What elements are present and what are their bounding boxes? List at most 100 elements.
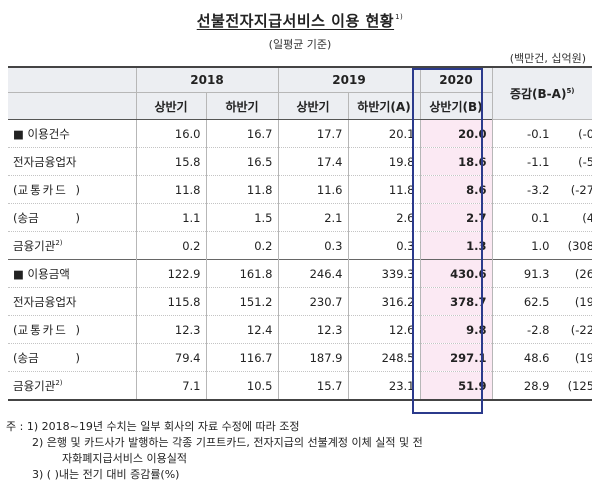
cell-2020-h1: 2.7: [420, 203, 493, 232]
header-row-halves: 상반기 하반기 상반기 하반기(A) 상반기(B): [8, 92, 592, 120]
cell-change: 1.0 (308.9): [492, 231, 592, 260]
cell-2019-h1: 187.9: [278, 343, 349, 372]
cell-2020-h1: 51.9: [420, 371, 493, 401]
footnote-2-continued: 자화폐지급서비스 이용실적: [62, 452, 187, 465]
table-row: ■ 이용금액 122.9 161.8 246.4 339.3 430.6 91.…: [8, 259, 592, 288]
cell-change: 91.3 (26.9): [492, 259, 592, 288]
bullet-square-icon: ■: [13, 266, 24, 281]
row-label: (송금): [8, 203, 137, 232]
cell-2018-h2: 116.7: [206, 343, 279, 372]
cell-change: -0.1 (-0.6): [492, 119, 592, 148]
cell-2018-h2: 10.5: [206, 371, 279, 401]
table-row: (송금) 1.1 1.5 2.1 2.6 2.7 0.1 (4.3): [8, 203, 592, 232]
year-2019-header: 2019: [278, 66, 421, 93]
cell-change: -2.8 (-22.5): [492, 315, 592, 344]
footnote-1: 주 : 1) 2018~19년 수치는 일부 회사의 자료 수정에 따라 조정: [6, 419, 423, 435]
cell-2018-h1: 11.8: [136, 175, 207, 204]
cell-2020-h1: 1.3: [420, 231, 493, 260]
cell-2018-h1: 16.0: [136, 119, 207, 148]
header-row-years: 2018 2019 2020 증감(B-A)5): [8, 66, 592, 120]
header-corner: [8, 66, 137, 93]
cell-2019-h1: 230.7: [278, 287, 349, 316]
change-percent: (308.9): [567, 238, 592, 253]
cell-2018-h2: 1.5: [206, 203, 279, 232]
half-header-2018-h2: 하반기: [206, 92, 279, 120]
row-label: (교통카드): [8, 175, 137, 204]
half-header-2018-h1: 상반기: [136, 92, 207, 120]
footnote-prefix: 주 :: [6, 420, 24, 433]
row-label: (송금): [8, 343, 137, 372]
row-label: (교통카드): [8, 315, 137, 344]
table-row: (교통카드) 11.8 11.8 11.6 11.8 8.6 -3.2 (-27.…: [8, 175, 592, 204]
table-row: ■ 이용건수 16.0 16.7 17.7 20.1 20.0 -0.1 (-0.…: [8, 119, 592, 148]
change-percent: (26.9): [574, 266, 592, 281]
bullet-square-icon: ■: [13, 126, 24, 141]
change-value: 48.6: [523, 350, 550, 365]
cell-2018-h1: 0.2: [136, 231, 207, 260]
row-label: 금융기관2): [8, 371, 137, 401]
change-value: -2.8: [527, 322, 550, 337]
cell-2018-h1: 1.1: [136, 203, 207, 232]
cell-2019-h1: 17.7: [278, 119, 349, 148]
cell-change: 48.6 (19.6): [492, 343, 592, 372]
unit-label: (백만건, 십억원): [509, 52, 586, 65]
change-percent: (19.6): [574, 350, 592, 365]
cell-2019-h2: 0.3: [348, 231, 421, 260]
table-row: (송금) 79.4 116.7 187.9 248.5 297.1 48.6 (1…: [8, 343, 592, 372]
row-label-text: 전자금융업자: [13, 294, 77, 309]
cell-2018-h1: 79.4: [136, 343, 207, 372]
cell-2019-h2: 11.8: [348, 175, 421, 204]
table-row: 금융기관2) 7.1 10.5 15.7 23.1 51.9 28.9 (125.…: [8, 371, 592, 401]
row-label: ■ 이용금액: [8, 259, 137, 288]
footnote-2: 2) 은행 및 카드사가 발행하는 각종 기프트카드, 전자지급의 선불계정 이…: [32, 436, 423, 449]
row-label-text: 송금: [17, 210, 39, 225]
change-value: 1.0: [531, 238, 550, 253]
row-footnote-mark: 2): [55, 238, 63, 247]
half-header-2019-h1: 상반기: [278, 92, 349, 120]
row-footnote-mark: 2): [55, 378, 63, 387]
footnotes: 주 : 1) 2018~19년 수치는 일부 회사의 자료 수정에 따라 조정 …: [6, 419, 423, 483]
cell-2018-h2: 12.4: [206, 315, 279, 344]
table-row: 전자금융업자 115.8 151.2 230.7 316.2 378.7 62.…: [8, 287, 592, 316]
change-header: 증감(B-A)5): [492, 66, 592, 120]
cell-2019-h2: 19.8: [348, 147, 421, 176]
row-label-text: 송금: [17, 350, 39, 365]
cell-2020-h1: 8.6: [420, 175, 493, 204]
header-corner-lower: [8, 92, 137, 120]
row-label-text: 이용금액: [27, 266, 70, 281]
table-row: 전자금융업자 15.8 16.5 17.4 19.8 18.6 -1.1 (-5.…: [8, 147, 592, 176]
row-label: 전자금융업자: [8, 147, 137, 176]
change-value: 0.1: [531, 210, 550, 225]
row-label: ■ 이용건수: [8, 119, 137, 148]
change-percent: (-27.0): [570, 182, 592, 197]
change-value: -3.2: [527, 182, 550, 197]
change-value: 28.9: [523, 378, 550, 393]
year-2018-header: 2018: [136, 66, 279, 93]
change-percent: (19.8): [574, 294, 592, 309]
row-label: 금융기관2): [8, 231, 137, 260]
cell-change: 0.1 (4.3): [492, 203, 592, 232]
half-header-2019-h2: 하반기(A): [348, 92, 421, 120]
page-title: 선불전자지급서비스 이용 현황1): [0, 10, 600, 31]
cell-2018-h1: 122.9: [136, 259, 207, 288]
cell-change: -3.2 (-27.0): [492, 175, 592, 204]
footnote-1-text: 1) 2018~19년 수치는 일부 회사의 자료 수정에 따라 조정: [26, 420, 300, 433]
cell-2020-h1: 9.8: [420, 315, 493, 344]
change-percent: (4.3): [582, 210, 592, 225]
row-label-text: 교통카드: [17, 322, 68, 337]
cell-change: -1.1 (-5.7): [492, 147, 592, 176]
row-label-text: 전자금융업자: [13, 154, 77, 169]
cell-2018-h2: 161.8: [206, 259, 279, 288]
half-header-2020-h1: 상반기(B): [420, 92, 493, 120]
change-value: 62.5: [523, 294, 550, 309]
table-row: 금융기관2) 0.2 0.2 0.3 0.3 1.3 1.0 (308.9): [8, 231, 592, 260]
change-value: 91.3: [523, 266, 550, 281]
title-footnote-mark: 1): [395, 13, 404, 21]
row-label-text: 이용건수: [27, 126, 70, 141]
cell-2019-h2: 316.2: [348, 287, 421, 316]
title-text: 선불전자지급서비스 이용 현황: [196, 12, 395, 30]
cell-2020-h1: 430.6: [420, 259, 493, 288]
cell-2018-h2: 16.5: [206, 147, 279, 176]
cell-2019-h1: 11.6: [278, 175, 349, 204]
change-value: -1.1: [527, 154, 550, 169]
